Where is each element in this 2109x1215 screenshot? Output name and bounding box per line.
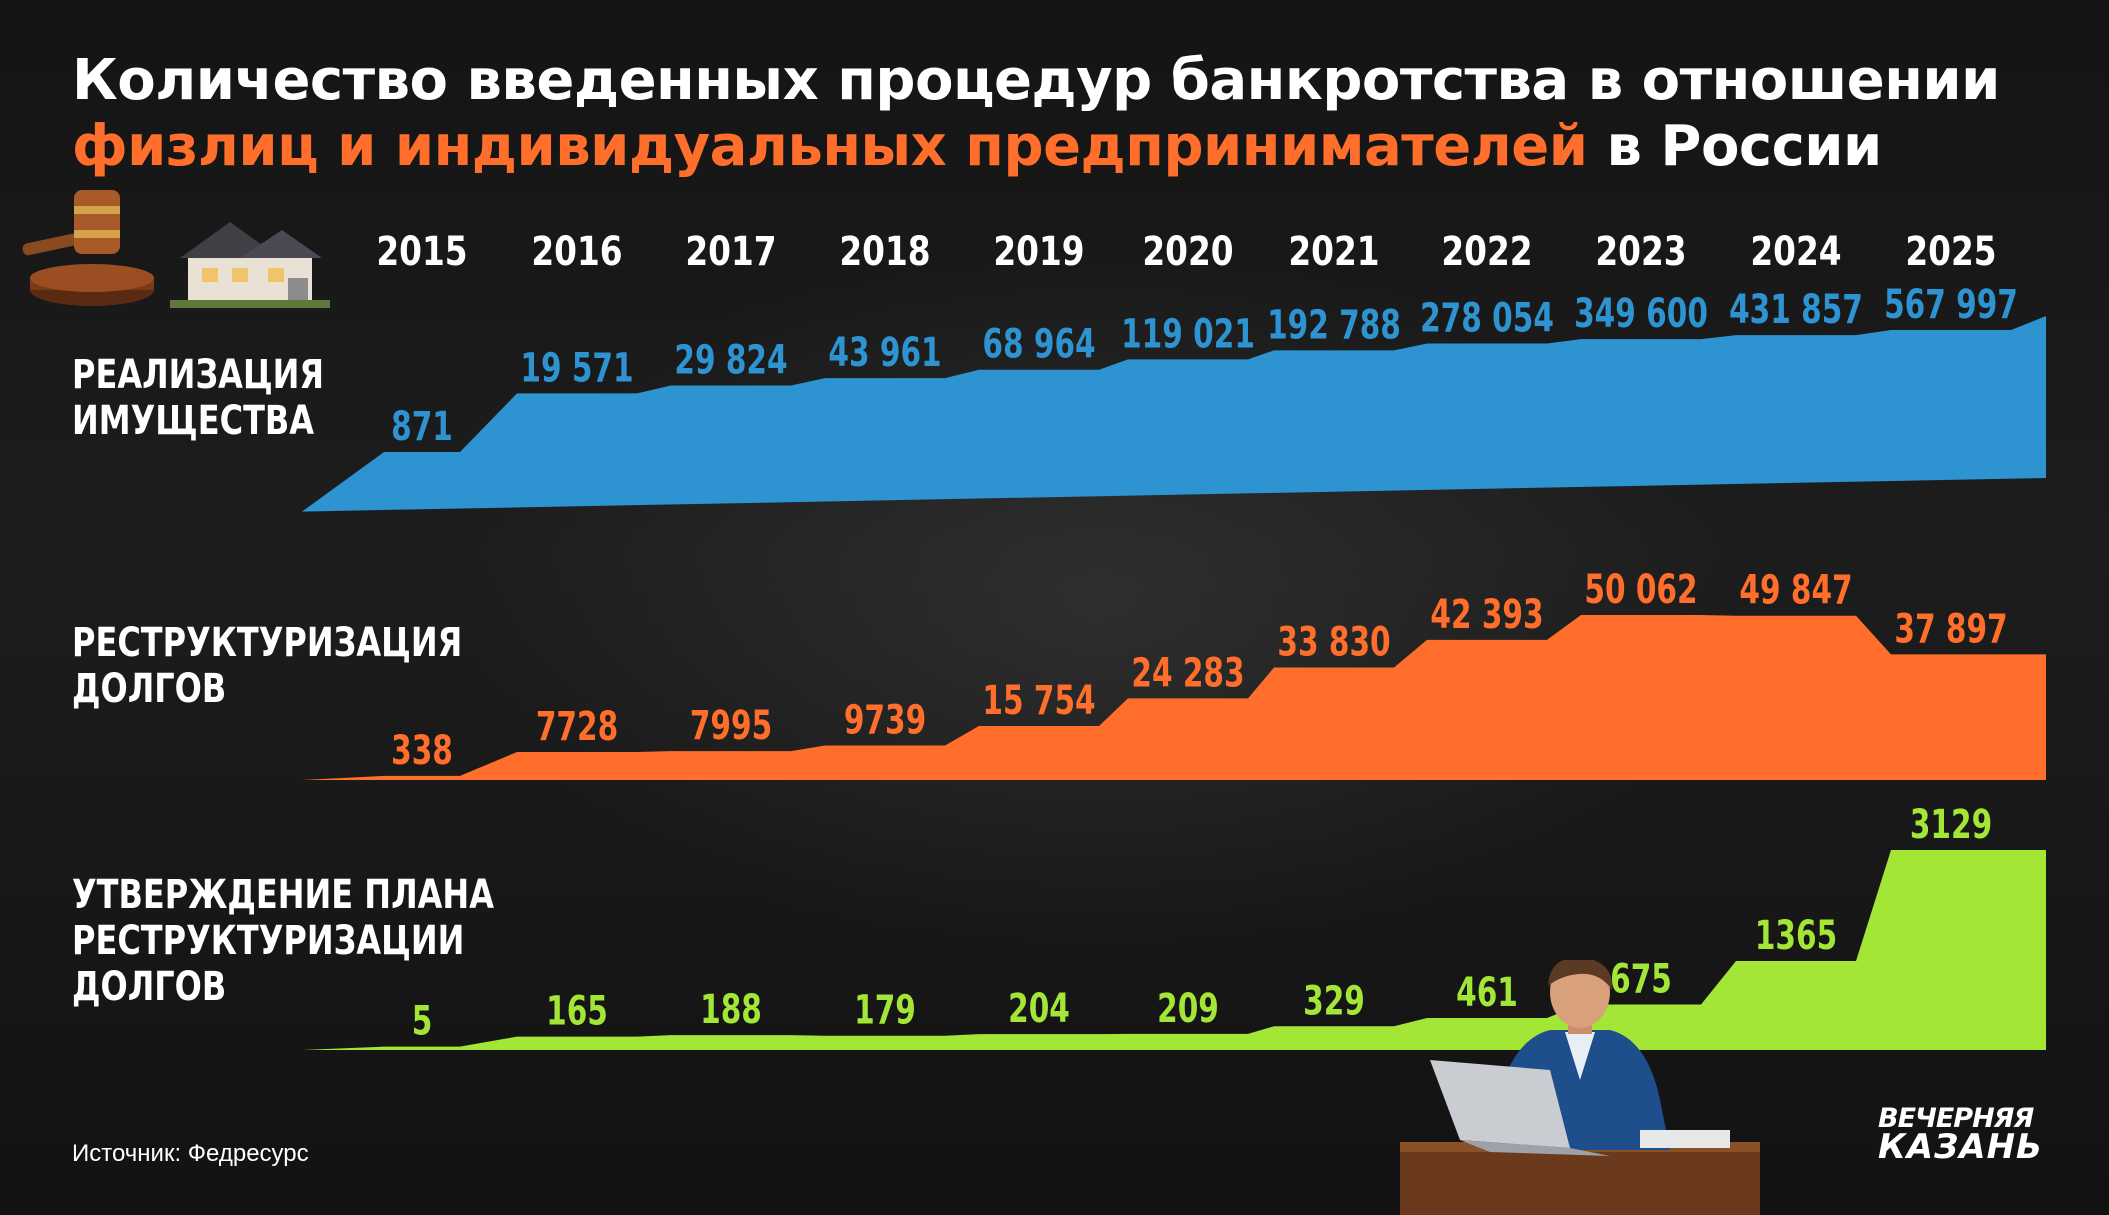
value-label: 7728 xyxy=(536,704,618,751)
chart-title: Количество введенных процедур банкротств… xyxy=(72,48,2062,180)
year-label: 2021 xyxy=(1288,228,1379,275)
value-label: 461 xyxy=(1456,970,1518,1017)
row-label-0: РЕАЛИЗАЦИЯ ИМУЩЕСТВА xyxy=(72,352,360,444)
value-label: 349 600 xyxy=(1574,291,1708,338)
value-label: 119 021 xyxy=(1121,311,1255,358)
value-label: 278 054 xyxy=(1420,295,1554,342)
year-label: 2017 xyxy=(685,228,776,275)
value-label: 42 393 xyxy=(1430,591,1543,638)
value-label: 675 xyxy=(1610,956,1672,1003)
row-label-line: РЕСТРУКТУРИЗАЦИЯ xyxy=(72,620,463,666)
value-label: 188 xyxy=(700,987,762,1034)
row-label-line: УТВЕРЖДЕНИЕ ПЛАНА xyxy=(72,872,494,918)
value-label: 3129 xyxy=(1910,802,1992,849)
title-rest: в России xyxy=(1587,114,1882,179)
value-label: 50 062 xyxy=(1584,567,1697,614)
year-label: 2024 xyxy=(1750,228,1841,275)
series-area-0 xyxy=(302,316,2046,512)
row-label-2: УТВЕРЖДЕНИЕ ПЛАНА РЕСТРУКТУРИЗАЦИИ ДОЛГОВ xyxy=(72,872,494,1010)
value-label: 37 897 xyxy=(1894,606,2007,653)
series-area-2 xyxy=(302,850,2046,1050)
logo-line-2: КАЗАНЬ xyxy=(1878,1127,2043,1167)
house-icon xyxy=(170,222,330,308)
logo-line-1: ВЕЧЕРНЯЯ xyxy=(1878,1103,2034,1134)
value-label: 165 xyxy=(546,988,608,1035)
man-with-laptop-illustration xyxy=(1400,960,1760,1215)
value-label: 7995 xyxy=(690,703,772,750)
value-label: 68 964 xyxy=(982,321,1095,368)
publisher-logo: ВЕЧЕРНЯЯ КАЗАНЬ xyxy=(1878,1103,2048,1167)
year-label: 2022 xyxy=(1441,228,1532,275)
value-label: 29 824 xyxy=(674,337,787,384)
value-label: 567 997 xyxy=(1884,282,2018,329)
row-label-line: ДОЛГОВ xyxy=(72,666,227,712)
series-area-1 xyxy=(302,615,2046,780)
value-label: 209 xyxy=(1157,985,1219,1032)
value-label: 19 571 xyxy=(520,345,633,392)
value-label: 43 961 xyxy=(828,330,941,377)
value-label: 1365 xyxy=(1755,913,1837,960)
value-label: 192 788 xyxy=(1267,302,1401,349)
year-label: 2025 xyxy=(1905,228,1996,275)
value-label: 9739 xyxy=(844,697,926,744)
data-labels: 871 19 571 29 824 43 961 68 964 119 021 192 78… xyxy=(391,282,2018,1045)
year-label: 2020 xyxy=(1142,228,1233,275)
value-label: 871 xyxy=(391,404,453,451)
year-axis: 2015 2016 2017 2018 2019 2020 2021 2022 2023 2024… xyxy=(376,228,1996,275)
value-label: 15 754 xyxy=(982,678,1095,725)
year-label: 2015 xyxy=(376,228,467,275)
row-label-line: РЕАЛИЗАЦИЯ xyxy=(72,352,325,398)
year-label: 2018 xyxy=(839,228,930,275)
row-label-line: ИМУЩЕСТВА xyxy=(72,398,315,444)
title-line-2: физлиц и индивидуальных предпринимателей… xyxy=(72,114,2062,180)
title-accent: физлиц и индивидуальных предпринимателей xyxy=(72,114,1588,179)
value-label: 5 xyxy=(412,998,433,1045)
value-label: 329 xyxy=(1303,978,1365,1025)
title-line-1: Количество введенных процедур банкротств… xyxy=(72,48,2000,113)
value-label: 33 830 xyxy=(1277,619,1390,666)
value-label: 179 xyxy=(854,987,916,1034)
year-label: 2019 xyxy=(993,228,1084,275)
year-label: 2016 xyxy=(531,228,622,275)
series-areas xyxy=(302,316,2046,1050)
value-label: 338 xyxy=(391,728,453,775)
gavel-icon xyxy=(22,190,154,306)
row-label-line: РЕСТРУКТУРИЗАЦИИ xyxy=(72,918,465,964)
row-label-line: ДОЛГОВ xyxy=(72,964,227,1010)
value-label: 49 847 xyxy=(1739,567,1852,614)
row-label-1: РЕСТРУКТУРИЗАЦИЯ ДОЛГОВ xyxy=(72,620,463,712)
value-label: 204 xyxy=(1008,986,1070,1033)
year-label: 2023 xyxy=(1595,228,1686,275)
value-label: 24 283 xyxy=(1131,650,1244,697)
value-label: 431 857 xyxy=(1729,287,1863,334)
source-note: Источник: Федресурс xyxy=(72,1140,309,1167)
